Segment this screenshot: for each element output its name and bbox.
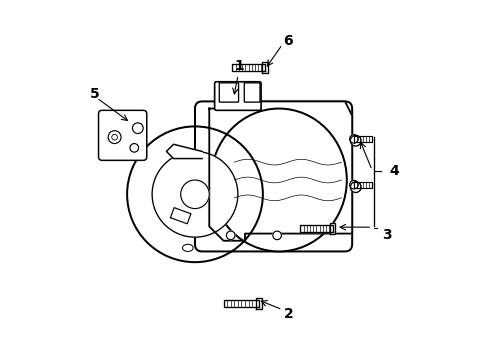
Polygon shape (354, 136, 372, 142)
Text: 5: 5 (90, 87, 99, 101)
Polygon shape (232, 64, 265, 71)
FancyBboxPatch shape (215, 82, 261, 111)
Polygon shape (209, 94, 352, 241)
Circle shape (132, 123, 143, 134)
Ellipse shape (211, 109, 347, 251)
Circle shape (130, 144, 139, 152)
Circle shape (226, 231, 235, 240)
Circle shape (112, 134, 118, 140)
Polygon shape (171, 208, 191, 224)
Circle shape (350, 135, 361, 146)
FancyBboxPatch shape (245, 83, 260, 102)
Text: 4: 4 (390, 164, 399, 178)
Circle shape (181, 180, 209, 208)
Ellipse shape (182, 244, 193, 251)
Circle shape (350, 182, 361, 193)
FancyBboxPatch shape (98, 111, 147, 160)
Text: 6: 6 (284, 34, 293, 48)
Circle shape (127, 126, 263, 262)
Polygon shape (256, 297, 262, 309)
Polygon shape (262, 62, 268, 73)
Polygon shape (223, 300, 259, 307)
Text: 2: 2 (284, 307, 294, 321)
FancyBboxPatch shape (195, 102, 352, 251)
Circle shape (350, 135, 358, 143)
FancyBboxPatch shape (220, 83, 239, 102)
Text: 3: 3 (383, 228, 392, 242)
Circle shape (108, 131, 121, 144)
Text: 1: 1 (235, 59, 245, 73)
Polygon shape (330, 222, 335, 234)
Circle shape (273, 231, 281, 240)
Circle shape (350, 180, 358, 189)
Circle shape (152, 152, 238, 237)
Polygon shape (354, 182, 372, 188)
Polygon shape (300, 225, 333, 232)
Polygon shape (167, 144, 202, 158)
